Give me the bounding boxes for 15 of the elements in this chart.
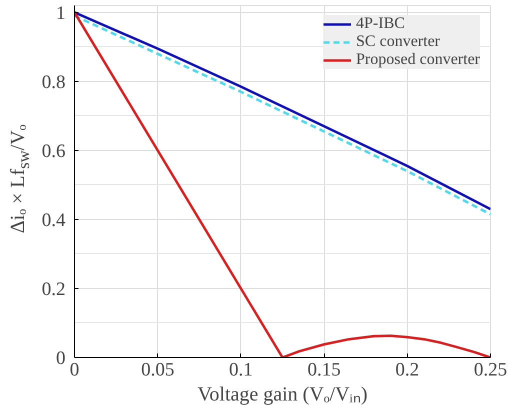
legend-label: Proposed converter (356, 51, 480, 69)
y-tick-label: 0.4 (42, 210, 66, 231)
x-tick-label: 0.15 (307, 360, 341, 380)
x-tick-label: 0.25 (474, 360, 508, 380)
y-tick-label: 1 (56, 2, 66, 24)
legend-label: 4P-IBC (356, 15, 405, 33)
x-tick-label: 0 (70, 360, 80, 380)
x-tick-label: 0.2 (395, 360, 420, 380)
y-tick-label: 0.8 (42, 72, 66, 93)
x-axis-title: Voltage gain (Vₒ/Vᵢₙ) (198, 384, 368, 406)
x-tick-label: 0.05 (141, 360, 174, 380)
legend-label: SC converter (356, 33, 440, 51)
y-tick-label: 0.6 (42, 140, 66, 162)
x-tick-label: 0.1 (229, 360, 253, 380)
y-tick-label: 0.2 (42, 278, 66, 300)
